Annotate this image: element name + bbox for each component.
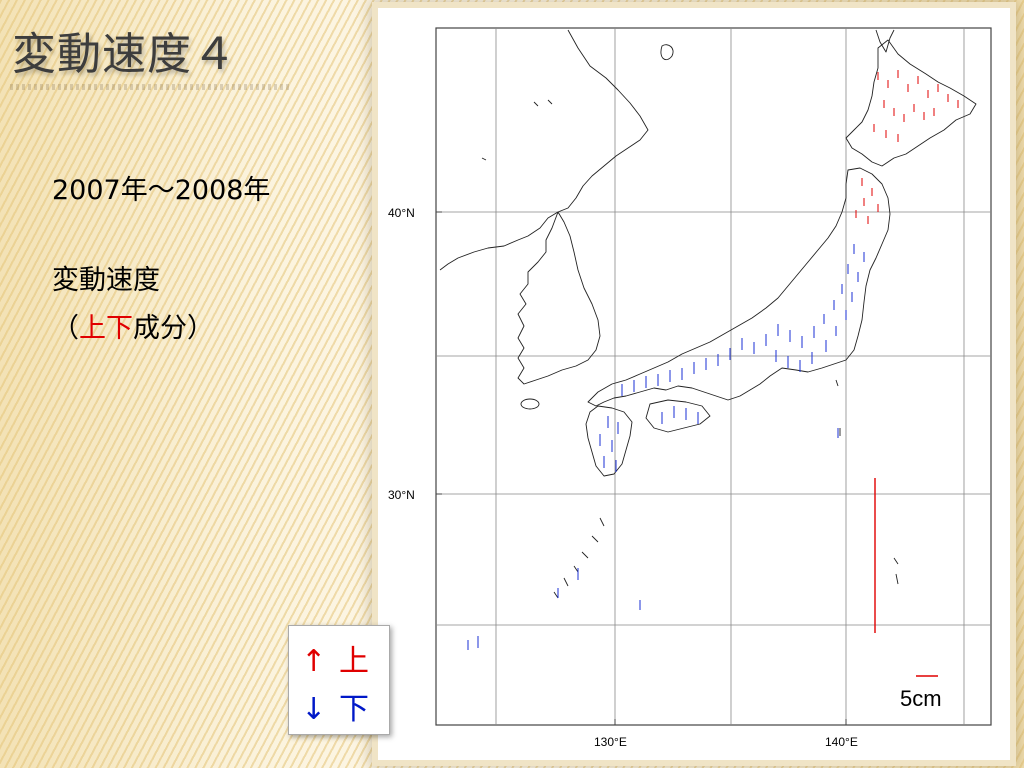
subsidence-vectors: [467, 244, 865, 650]
uplift-vectors: [855, 70, 959, 224]
kyushu-coast: [585, 405, 633, 477]
map-grid: [436, 28, 991, 725]
honshu-coast: [587, 167, 891, 407]
shikoku-coast: [645, 399, 711, 433]
open-paren: （: [52, 313, 79, 344]
izu-islands: [835, 379, 899, 585]
component-label: （上下成分）: [52, 306, 214, 345]
lat-label-30: 30°N: [388, 488, 415, 502]
up-arrow-icon: ↑: [301, 644, 327, 679]
legend-box: ↑ 上 ↓ 下: [288, 625, 390, 735]
legend-up-row: ↑ 上: [301, 636, 369, 680]
map-border: [435, 27, 992, 726]
component-word: 成分）: [133, 313, 214, 344]
lat-label-40: 40°N: [388, 206, 415, 220]
ryukyu-islands: [553, 517, 605, 599]
legend-up-text: 上: [339, 644, 369, 679]
sakhalin-coast: [875, 29, 895, 53]
velocity-label: 変動速度: [52, 265, 160, 296]
continent-coast: [439, 29, 649, 271]
korea-coast: [517, 211, 601, 385]
lon-label-140: 140°E: [825, 735, 858, 749]
up-word: 上: [79, 313, 106, 344]
legend-down-text: 下: [339, 692, 369, 727]
legend-down-row: ↓ 下: [301, 684, 369, 728]
down-arrow-icon: ↓: [301, 692, 327, 727]
japan-velocity-map: 40°N 30°N 130°E 140°E: [388, 27, 992, 749]
small-islands: [481, 44, 674, 161]
period-text: 2007年～2008年: [52, 175, 271, 206]
map-panel: 40°N 30°N 130°E 140°E: [378, 8, 1010, 760]
coastlines: [439, 29, 977, 599]
scale-label: 5cm: [900, 686, 942, 711]
hokkaido-coast: [845, 39, 977, 167]
slide-title: 変動速度４: [12, 29, 237, 80]
lon-label-130: 130°E: [594, 735, 627, 749]
title-decoration: [10, 84, 290, 90]
down-word: 下: [106, 313, 133, 344]
jeju-coast: [520, 398, 540, 410]
